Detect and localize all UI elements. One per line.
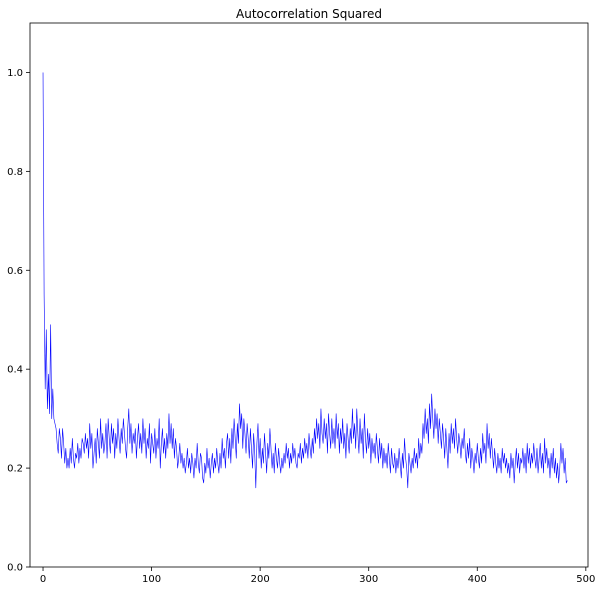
y-tick-label: 0.2 xyxy=(7,464,23,475)
y-tick-label: 0.6 xyxy=(7,266,23,277)
chart-title: Autocorrelation Squared xyxy=(236,7,382,21)
plot-frame xyxy=(29,22,589,568)
x-tick-label: 100 xyxy=(142,574,161,585)
x-tick-label: 200 xyxy=(251,574,270,585)
x-tick-label: 300 xyxy=(359,574,378,585)
y-tick-label: 0.8 xyxy=(7,167,23,178)
y-axis-ticks: 0.0 0.2 0.4 0.6 0.8 1.0 xyxy=(7,68,30,574)
x-tick-label: 0 xyxy=(40,574,46,585)
y-tick-label: 0.0 xyxy=(7,563,23,574)
series-layer xyxy=(42,72,568,489)
series-line-0 xyxy=(42,72,568,489)
x-tick-label: 400 xyxy=(468,574,487,585)
y-tick-label: 1.0 xyxy=(7,68,23,79)
x-tick-label: 500 xyxy=(576,574,595,585)
y-tick-label: 0.4 xyxy=(7,365,23,376)
x-axis-ticks: 0 100 200 300 400 500 xyxy=(40,567,595,585)
